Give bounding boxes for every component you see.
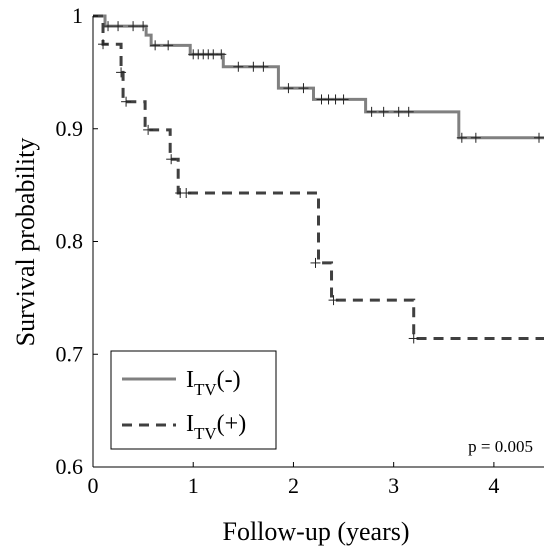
x-axis-title: Follow-up (years)	[222, 517, 409, 546]
legend-entry-1-main: I	[186, 367, 194, 393]
series-0-censor-mark-24	[403, 106, 414, 117]
y-tick-label-2: 0.8	[56, 229, 84, 254]
series-1-censor-mark-4	[166, 154, 177, 165]
series-0-censor-mark-13	[248, 61, 259, 72]
axes: 0 1 2 3 4 0.6 0.7 0.8 0.9 1	[56, 3, 544, 498]
series-0-censor-mark-5	[163, 40, 174, 51]
legend-entry-1-sub: TV	[194, 380, 217, 399]
series-0-censor-mark-4	[150, 40, 161, 51]
series-1-censor-mark-8	[328, 295, 339, 306]
y-tick-label-0: 0.6	[56, 454, 84, 479]
series-1-censor-mark-3	[143, 124, 154, 135]
x-tick-label-4: 4	[488, 473, 499, 498]
series-0-censor-mark-2	[128, 21, 139, 32]
plot-area	[93, 14, 544, 344]
legend-entry-2: ITV(+)	[186, 411, 246, 443]
series-0-censor-mark-23	[393, 106, 404, 117]
series-0-curve	[93, 14, 544, 140]
series-0-censor-mark-16	[298, 83, 309, 94]
series-1-censor-mark-0	[98, 39, 109, 50]
series-0-censor-mark-14	[258, 61, 269, 72]
x-tick-label-0: 0	[88, 473, 99, 498]
series-1-censor-mark-7	[310, 257, 321, 268]
series-1-censor-mark-9	[408, 333, 419, 344]
x-tick-label-2: 2	[288, 473, 299, 498]
series-1-censor-mark-6	[181, 188, 192, 199]
series-0-censor-mark-1	[113, 21, 124, 32]
series-1-curve	[93, 14, 544, 340]
legend-entry-2-main: I	[186, 411, 194, 437]
series-1-censor-mark-2	[121, 96, 132, 107]
series-0-censor-mark-0	[103, 21, 114, 32]
series-0-censor-mark-21	[366, 106, 377, 117]
legend-entry-2-suffix: (+)	[217, 411, 247, 437]
y-tick-label-1: 0.7	[56, 341, 84, 366]
series-0-censor-mark-22	[378, 106, 389, 117]
series-0-censor-mark-26	[470, 132, 481, 143]
legend-entry-1: ITV(-)	[186, 367, 241, 399]
legend-entry-2-sub: TV	[194, 424, 217, 443]
legend-box	[110, 350, 277, 450]
y-tick-label-3: 0.9	[56, 116, 84, 141]
series-0-censor-mark-20	[338, 94, 349, 105]
legend: ITV(-) ITV(+)	[110, 350, 277, 450]
series-0-censor-mark-15	[283, 83, 294, 94]
y-tick-label-4: 1	[72, 3, 83, 28]
p-value-annotation: p = 0.005	[468, 437, 533, 456]
y-axis-title: Survival probability	[11, 138, 40, 347]
series-1-censor-mark-1	[116, 67, 127, 78]
x-tick-label-3: 3	[388, 473, 399, 498]
series-0-censor-mark-12	[233, 61, 244, 72]
series-0-censor-mark-27	[533, 132, 544, 143]
series-0-censor-mark-25	[456, 132, 467, 143]
series-0-censor-mark-3	[138, 21, 149, 32]
series-0-censor-mark-11	[216, 49, 227, 60]
legend-entry-1-suffix: (-)	[217, 367, 241, 393]
x-tick-label-1: 1	[188, 473, 199, 498]
